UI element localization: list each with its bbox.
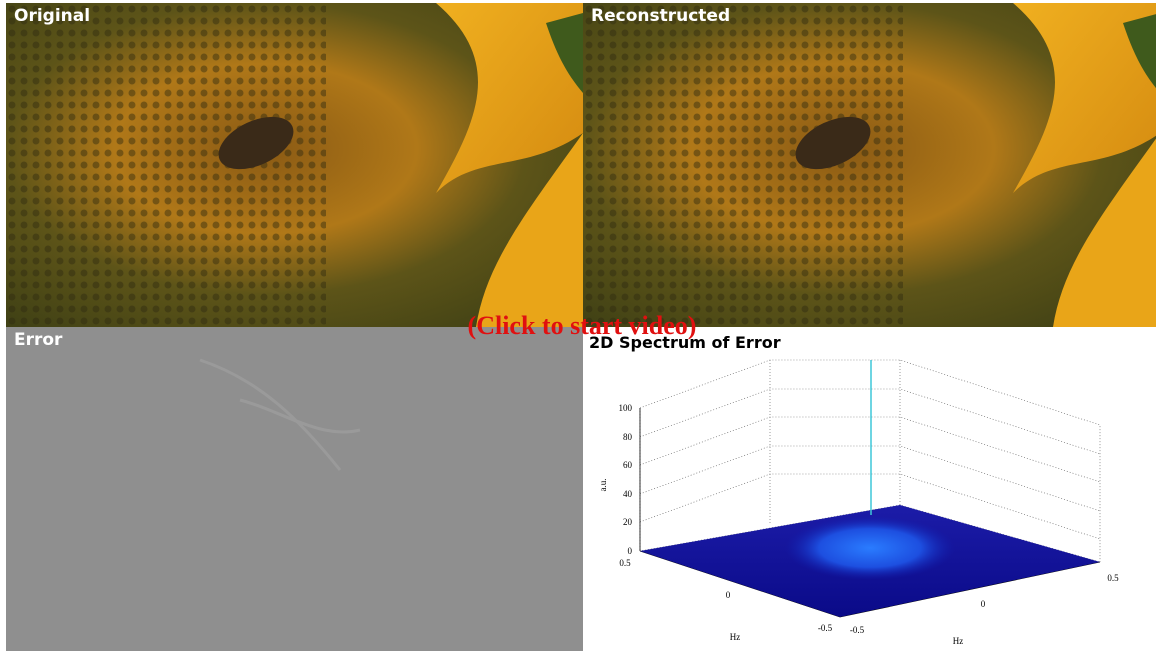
x-tick: 0.5 — [619, 558, 631, 568]
error-panel: Error — [6, 327, 583, 651]
y-tick: 0 — [981, 599, 986, 609]
x-tick: 0 — [726, 590, 731, 600]
z-tick: 0 — [628, 546, 633, 556]
x-label: Hz — [730, 632, 741, 642]
play-overlay[interactable]: (Click to start video) — [468, 311, 697, 340]
video-player[interactable]: Original Reconstructed Error 2D Spectrum… — [0, 0, 1156, 651]
z-label: a.u. — [598, 479, 608, 492]
reconstructed-panel: Reconstructed — [583, 3, 1156, 327]
x-tick: -0.5 — [818, 623, 833, 633]
spectrum-bump — [785, 516, 955, 580]
panel-title: Error — [14, 330, 63, 350]
original-panel: Original — [6, 3, 583, 327]
spectrum-panel: 2D Spectrum of Error a.u. 0 20 40 60 80 … — [589, 333, 1119, 646]
z-tick: 20 — [623, 517, 633, 527]
y-label: Hz — [953, 636, 964, 646]
panel-title: Reconstructed — [591, 6, 730, 26]
y-tick: 0.5 — [1107, 573, 1119, 583]
z-tick: 100 — [619, 403, 633, 413]
y-tick: -0.5 — [850, 625, 865, 635]
z-tick: 80 — [623, 432, 633, 442]
panel-title: Original — [14, 6, 90, 26]
z-tick: 60 — [623, 460, 633, 470]
z-tick: 40 — [623, 489, 633, 499]
